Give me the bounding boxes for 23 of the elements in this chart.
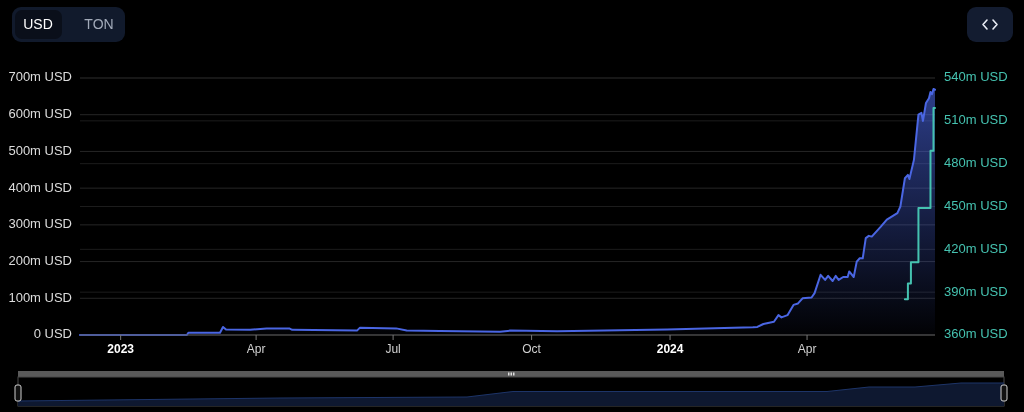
y-tick-label: 300m USD (8, 216, 72, 232)
y-tick-label: 500m USD (8, 142, 72, 158)
x-tick-label: 2023 (107, 342, 135, 357)
x-tick-label: Apr (246, 342, 266, 357)
y2-tick-label: 360m USD (944, 326, 1008, 342)
text: USD (23, 15, 53, 32)
x-tick-label: Apr (797, 342, 817, 357)
y-tick-label: 700m USD (8, 69, 72, 85)
y2-tick-label: 480m USD (944, 155, 1008, 171)
text: TON (84, 15, 114, 32)
y-tick-label: 400m USD (8, 179, 72, 195)
y2-tick-label: 450m USD (944, 197, 1008, 213)
y2-tick-label: 510m USD (944, 112, 1008, 128)
y2-tick-label: 390m USD (944, 283, 1008, 299)
y-tick-label: 100m USD (8, 289, 72, 305)
y2-tick-label: 540m USD (944, 69, 1008, 85)
x-tick-label: Oct (522, 342, 542, 357)
x-tick-label: Jul (385, 342, 401, 357)
y-tick-label: 0 USD (33, 326, 72, 342)
y-tick-label: 200m USD (8, 253, 72, 269)
x-tick-label: 2024 (656, 342, 684, 357)
y-tick-label: 600m USD (8, 106, 72, 122)
y2-tick-label: 420m USD (944, 240, 1008, 256)
